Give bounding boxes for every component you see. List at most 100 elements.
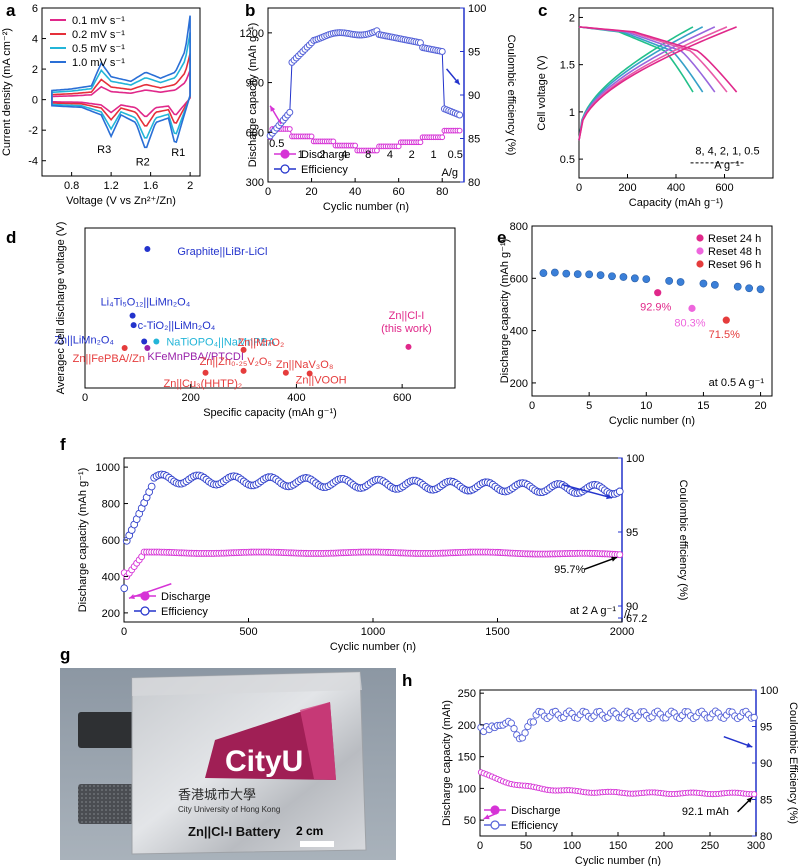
comparison-label-7: Zn||MnO₂ <box>238 337 285 349</box>
legend-label-h-discharge: Discharge <box>511 805 561 817</box>
capacity-point-e <box>745 284 754 293</box>
x-axis-title-d: Specific capacity (mAh g⁻¹) <box>203 407 337 419</box>
peak-label-r3: R3 <box>97 144 111 156</box>
y-tick-label-c: 0.5 <box>560 154 575 166</box>
y-tick-label-b: 600 <box>246 127 264 139</box>
rate-label-b: 0.5 <box>448 149 463 161</box>
panel-label-g: g <box>60 645 70 664</box>
capacity-point-e <box>562 269 571 278</box>
panel-label-c: c <box>538 1 547 20</box>
x-tick-label-e: 15 <box>697 400 709 412</box>
y-tick-label-c: 2 <box>569 12 575 24</box>
comparison-point-1 <box>129 312 136 319</box>
comparison-label-12-sub: (this work) <box>381 323 432 335</box>
comparison-point-2 <box>130 322 137 329</box>
comparison-point-3 <box>141 338 148 345</box>
reset-point-e-1 <box>688 304 696 312</box>
y2-tick-label-h: 90 <box>760 758 772 770</box>
y-axis-title-f: Discharge capacity (mAh g⁻¹) <box>77 468 89 613</box>
legend-marker-b-efficiency <box>280 164 290 174</box>
legend-label-a-0: 0.1 mV s⁻¹ <box>72 15 125 27</box>
efficiency-point-f <box>120 584 129 593</box>
y2-tick-label-b: 85 <box>468 134 480 146</box>
legend-label-e-0: Reset 24 h <box>708 233 761 245</box>
arrow-head-f-left <box>128 594 135 600</box>
x-tick-label-f: 2000 <box>610 626 634 638</box>
comparison-point-0 <box>144 245 151 252</box>
y2-tick-label-f: 90 <box>626 601 638 613</box>
charge-curve-c-4 <box>578 26 704 141</box>
peak-label-r2: R2 <box>136 156 150 168</box>
y-axis-title-a: Current density (mA cm⁻²) <box>1 28 13 156</box>
capacity-point-e <box>665 277 674 285</box>
efficiency-point-h <box>529 718 538 726</box>
comparison-label-2: c-TiO₂||LiMn₂O₄ <box>138 320 216 332</box>
photo-pouch-cell: CityU 香港城市大學 City University of Hong Kon… <box>60 668 396 860</box>
panel-label-h: h <box>402 671 412 690</box>
y-tick-label-a: 6 <box>32 3 38 15</box>
legend-marker-f-discharge <box>140 591 150 601</box>
y-axis-title-b: Discharge capacity (mAh g⁻¹) <box>247 23 259 168</box>
retention-label-e-1: 80.3% <box>674 317 705 329</box>
chart-e-self-discharge: 92.9% Reset 24 h 80.3% Reset 48 h 71.5% Reset… <box>499 221 773 427</box>
capacity-point-e <box>550 268 559 277</box>
x-tick-label-h: 50 <box>520 840 532 852</box>
y-tick-label-h: 50 <box>464 815 476 827</box>
scale-bar-label: 2 cm <box>296 824 323 838</box>
x-tick-label-d: 400 <box>287 392 305 404</box>
scale-bar <box>300 841 334 847</box>
charge-curve-c-1 <box>578 26 728 141</box>
arrow-shaft-f-right <box>562 483 613 499</box>
y-tick-label-e: 200 <box>510 378 528 390</box>
legend-label-e-1: Reset 48 h <box>708 246 761 258</box>
y2-tick-label-h: 85 <box>760 795 772 807</box>
capacity-point-e <box>756 285 765 294</box>
x-tick-label-b: 20 <box>305 186 317 198</box>
x-axis-title-f: Cyclic number (n) <box>330 641 416 653</box>
comparison-label-10: Zn||NaV₃O₈ <box>276 359 334 371</box>
y-tick-label-h: 250 <box>458 688 476 700</box>
capacity-point-e <box>619 273 628 281</box>
discharge-point-b <box>456 127 463 134</box>
capacity-point-e <box>733 282 742 291</box>
y-axis-title-h: Discharge capacity (mAh) <box>441 700 453 826</box>
legend-marker-b-discharge <box>280 149 290 159</box>
x-tick-label-a: 1.2 <box>103 180 118 192</box>
legend-label-a-2: 0.5 mV s⁻¹ <box>72 43 125 55</box>
comparison-point-9 <box>202 369 209 376</box>
capacity-point-e <box>596 271 605 280</box>
x-tick-label-h: 250 <box>701 840 719 852</box>
x-tick-label-c: 400 <box>667 182 685 194</box>
y-tick-label-c: 1.5 <box>560 60 575 72</box>
y-tick-label-h: 100 <box>458 783 476 795</box>
chart-c-voltage-profiles: 8, 4, 2, 1, 0.5 A g⁻¹ 0 200 400 600 0.5 1 1.5 2 Ca… <box>536 7 774 209</box>
arrow-head-b-right <box>454 78 460 85</box>
chart-f-long-cycling: 95.7% at 2 A g⁻¹ Discharge Efficiency 0 500 10… <box>77 453 689 653</box>
y-tick-label-a: -2 <box>28 125 38 137</box>
comparison-point-11 <box>306 370 313 377</box>
capacity-point-e <box>539 269 548 277</box>
y2-tick-label-h: 80 <box>760 831 772 843</box>
discharge-point-b <box>308 133 315 140</box>
x-tick-label-h: 0 <box>477 840 483 852</box>
panel-label-b: b <box>245 1 255 20</box>
y-tick-label-b: 300 <box>246 177 264 189</box>
x-tick-label-a: 1.6 <box>143 180 158 192</box>
rate-label-b: 1 <box>298 149 304 161</box>
x-tick-label-e: 0 <box>529 400 535 412</box>
rate-unit-b: A/g <box>441 167 458 179</box>
rate-unit-c: A g⁻¹ <box>714 160 740 172</box>
arrow-shaft-f-retention <box>584 556 618 570</box>
comparison-label-3: Zn||LiMn₂O₄ <box>54 335 114 347</box>
reset-point-e-0 <box>654 289 662 297</box>
y2-axis-title-b: Coulombic efficiency (%) <box>505 35 517 156</box>
legend-label-b-efficiency: Efficiency <box>301 164 348 176</box>
university-name-english: City University of Hong Kong <box>178 805 280 814</box>
x-tick-label-c: 600 <box>715 182 733 194</box>
comparison-point-12 <box>405 343 412 350</box>
efficiency-point-h <box>521 729 529 737</box>
comparison-label-6: Zn||FePBA//Zn <box>73 353 145 365</box>
discharge-point-h <box>751 791 758 798</box>
legend-marker-e-1 <box>696 247 704 255</box>
